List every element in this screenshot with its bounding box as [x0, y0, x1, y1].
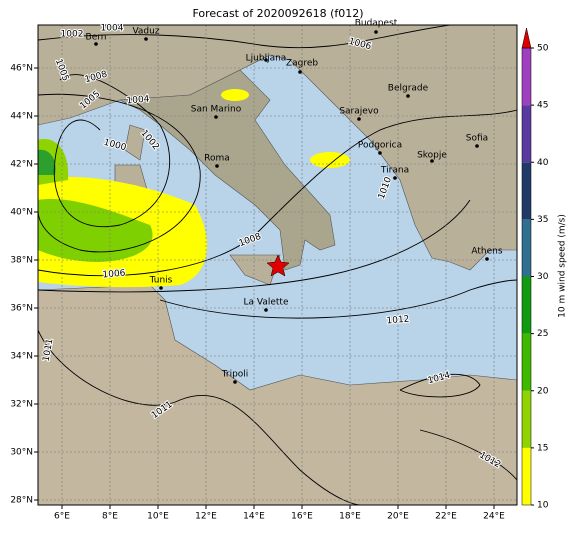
- colorbar-tick-label: 15: [537, 443, 548, 453]
- colorbar-segment: [522, 333, 531, 391]
- city-label: Tunis: [149, 276, 173, 286]
- lon-tick-label: 6°E: [54, 512, 70, 522]
- isobar-label: 1012: [386, 315, 410, 327]
- city-dot: [159, 286, 163, 290]
- city-dot: [144, 37, 148, 41]
- city-label: Belgrade: [388, 84, 429, 94]
- isobar-label: 1006: [102, 268, 126, 280]
- colorbar-tick-label: 35: [537, 215, 548, 225]
- city-label: Athens: [471, 247, 502, 257]
- map-frame: [37, 24, 518, 506]
- lon-tick-label: 12°E: [195, 512, 217, 522]
- isobar-label: 1004: [126, 94, 150, 106]
- city-dot: [475, 144, 479, 148]
- lon-tick-label: 8°E: [102, 512, 118, 522]
- map-area: [38, 25, 517, 505]
- city-dot: [264, 58, 268, 62]
- city-label: Budapest: [355, 19, 398, 29]
- city-dot: [214, 115, 218, 119]
- lat-tick-label: 44°N: [10, 112, 33, 122]
- lat-tick-label: 30°N: [10, 448, 33, 458]
- colorbar-tick-label: 20: [537, 386, 549, 396]
- colorbar-segment: [522, 390, 531, 448]
- city-label: San Marino: [191, 105, 242, 115]
- city-dot: [233, 380, 237, 384]
- lon-tick-label: 22°E: [435, 512, 457, 522]
- city-dot: [298, 70, 302, 74]
- graticule: [38, 25, 517, 505]
- colorbar-tick-label: 40: [537, 158, 549, 168]
- colorbar-segment: [522, 276, 531, 334]
- city-dot: [406, 94, 410, 98]
- city-label: Zagreb: [286, 59, 318, 69]
- isobar-label: 1002: [61, 30, 84, 40]
- lat-tick-label: 28°N: [10, 496, 33, 506]
- lat-tick-label: 36°N: [10, 304, 33, 314]
- city-dot: [393, 176, 397, 180]
- city-label: Vaduz: [132, 27, 159, 37]
- lon-tick-label: 24°E: [483, 512, 505, 522]
- colorbar-segment: [522, 162, 531, 220]
- city-label: La Valette: [244, 298, 289, 308]
- city-dot: [215, 164, 219, 168]
- city-dot: [378, 151, 382, 155]
- isobar-label: 1004: [101, 24, 124, 34]
- colorbar-tick-label: 10: [537, 501, 549, 511]
- colorbar-tick-label: 25: [537, 329, 548, 339]
- city-label: Bern: [86, 33, 107, 43]
- colorbar-segment: [522, 105, 531, 163]
- lon-tick-label: 20°E: [387, 512, 409, 522]
- city-dot: [357, 117, 361, 121]
- lat-tick-label: 42°N: [10, 160, 33, 170]
- lat-tick-label: 32°N: [10, 400, 33, 410]
- city-dot: [430, 159, 434, 163]
- city-dot: [94, 42, 98, 46]
- city-dot: [485, 257, 489, 261]
- colorbar-segment: [522, 219, 531, 277]
- city-dot: [374, 30, 378, 34]
- city-label: Roma: [204, 154, 230, 164]
- city-label: Podgorica: [358, 141, 402, 151]
- lon-tick-label: 18°E: [339, 512, 361, 522]
- lat-tick-label: 38°N: [10, 256, 33, 266]
- lat-tick-label: 46°N: [10, 64, 33, 74]
- colorbar-tick-label: 50: [537, 44, 549, 54]
- isobars: [38, 25, 517, 505]
- lat-tick-label: 34°N: [10, 352, 33, 362]
- colorbar-segment: [522, 48, 531, 106]
- lon-tick-label: 14°E: [243, 512, 265, 522]
- city-label: Ljubljana: [246, 54, 287, 64]
- colorbar-segment: [522, 447, 531, 505]
- lon-tick-label: 16°E: [291, 512, 313, 522]
- colorbar-tick-label: 45: [537, 101, 548, 111]
- colorbar-extend: [521, 27, 532, 49]
- colorbar-label: 10 m wind speed (m/s): [558, 214, 568, 318]
- map-title: Forecast of 2020092618 (f012): [192, 7, 363, 20]
- colorbar-tick-label: 30: [537, 272, 549, 282]
- city-label: Tripoli: [221, 370, 249, 380]
- city-label: Sarajevo: [339, 107, 379, 117]
- city-label: Tirana: [380, 166, 409, 176]
- city-label: Skopje: [417, 151, 447, 161]
- wind-shading: [38, 89, 350, 288]
- city-label: Sofia: [466, 134, 488, 144]
- lon-tick-label: 10°E: [147, 512, 169, 522]
- event-marker: [266, 254, 290, 277]
- city-dot: [264, 308, 268, 312]
- lat-tick-label: 40°N: [10, 208, 33, 218]
